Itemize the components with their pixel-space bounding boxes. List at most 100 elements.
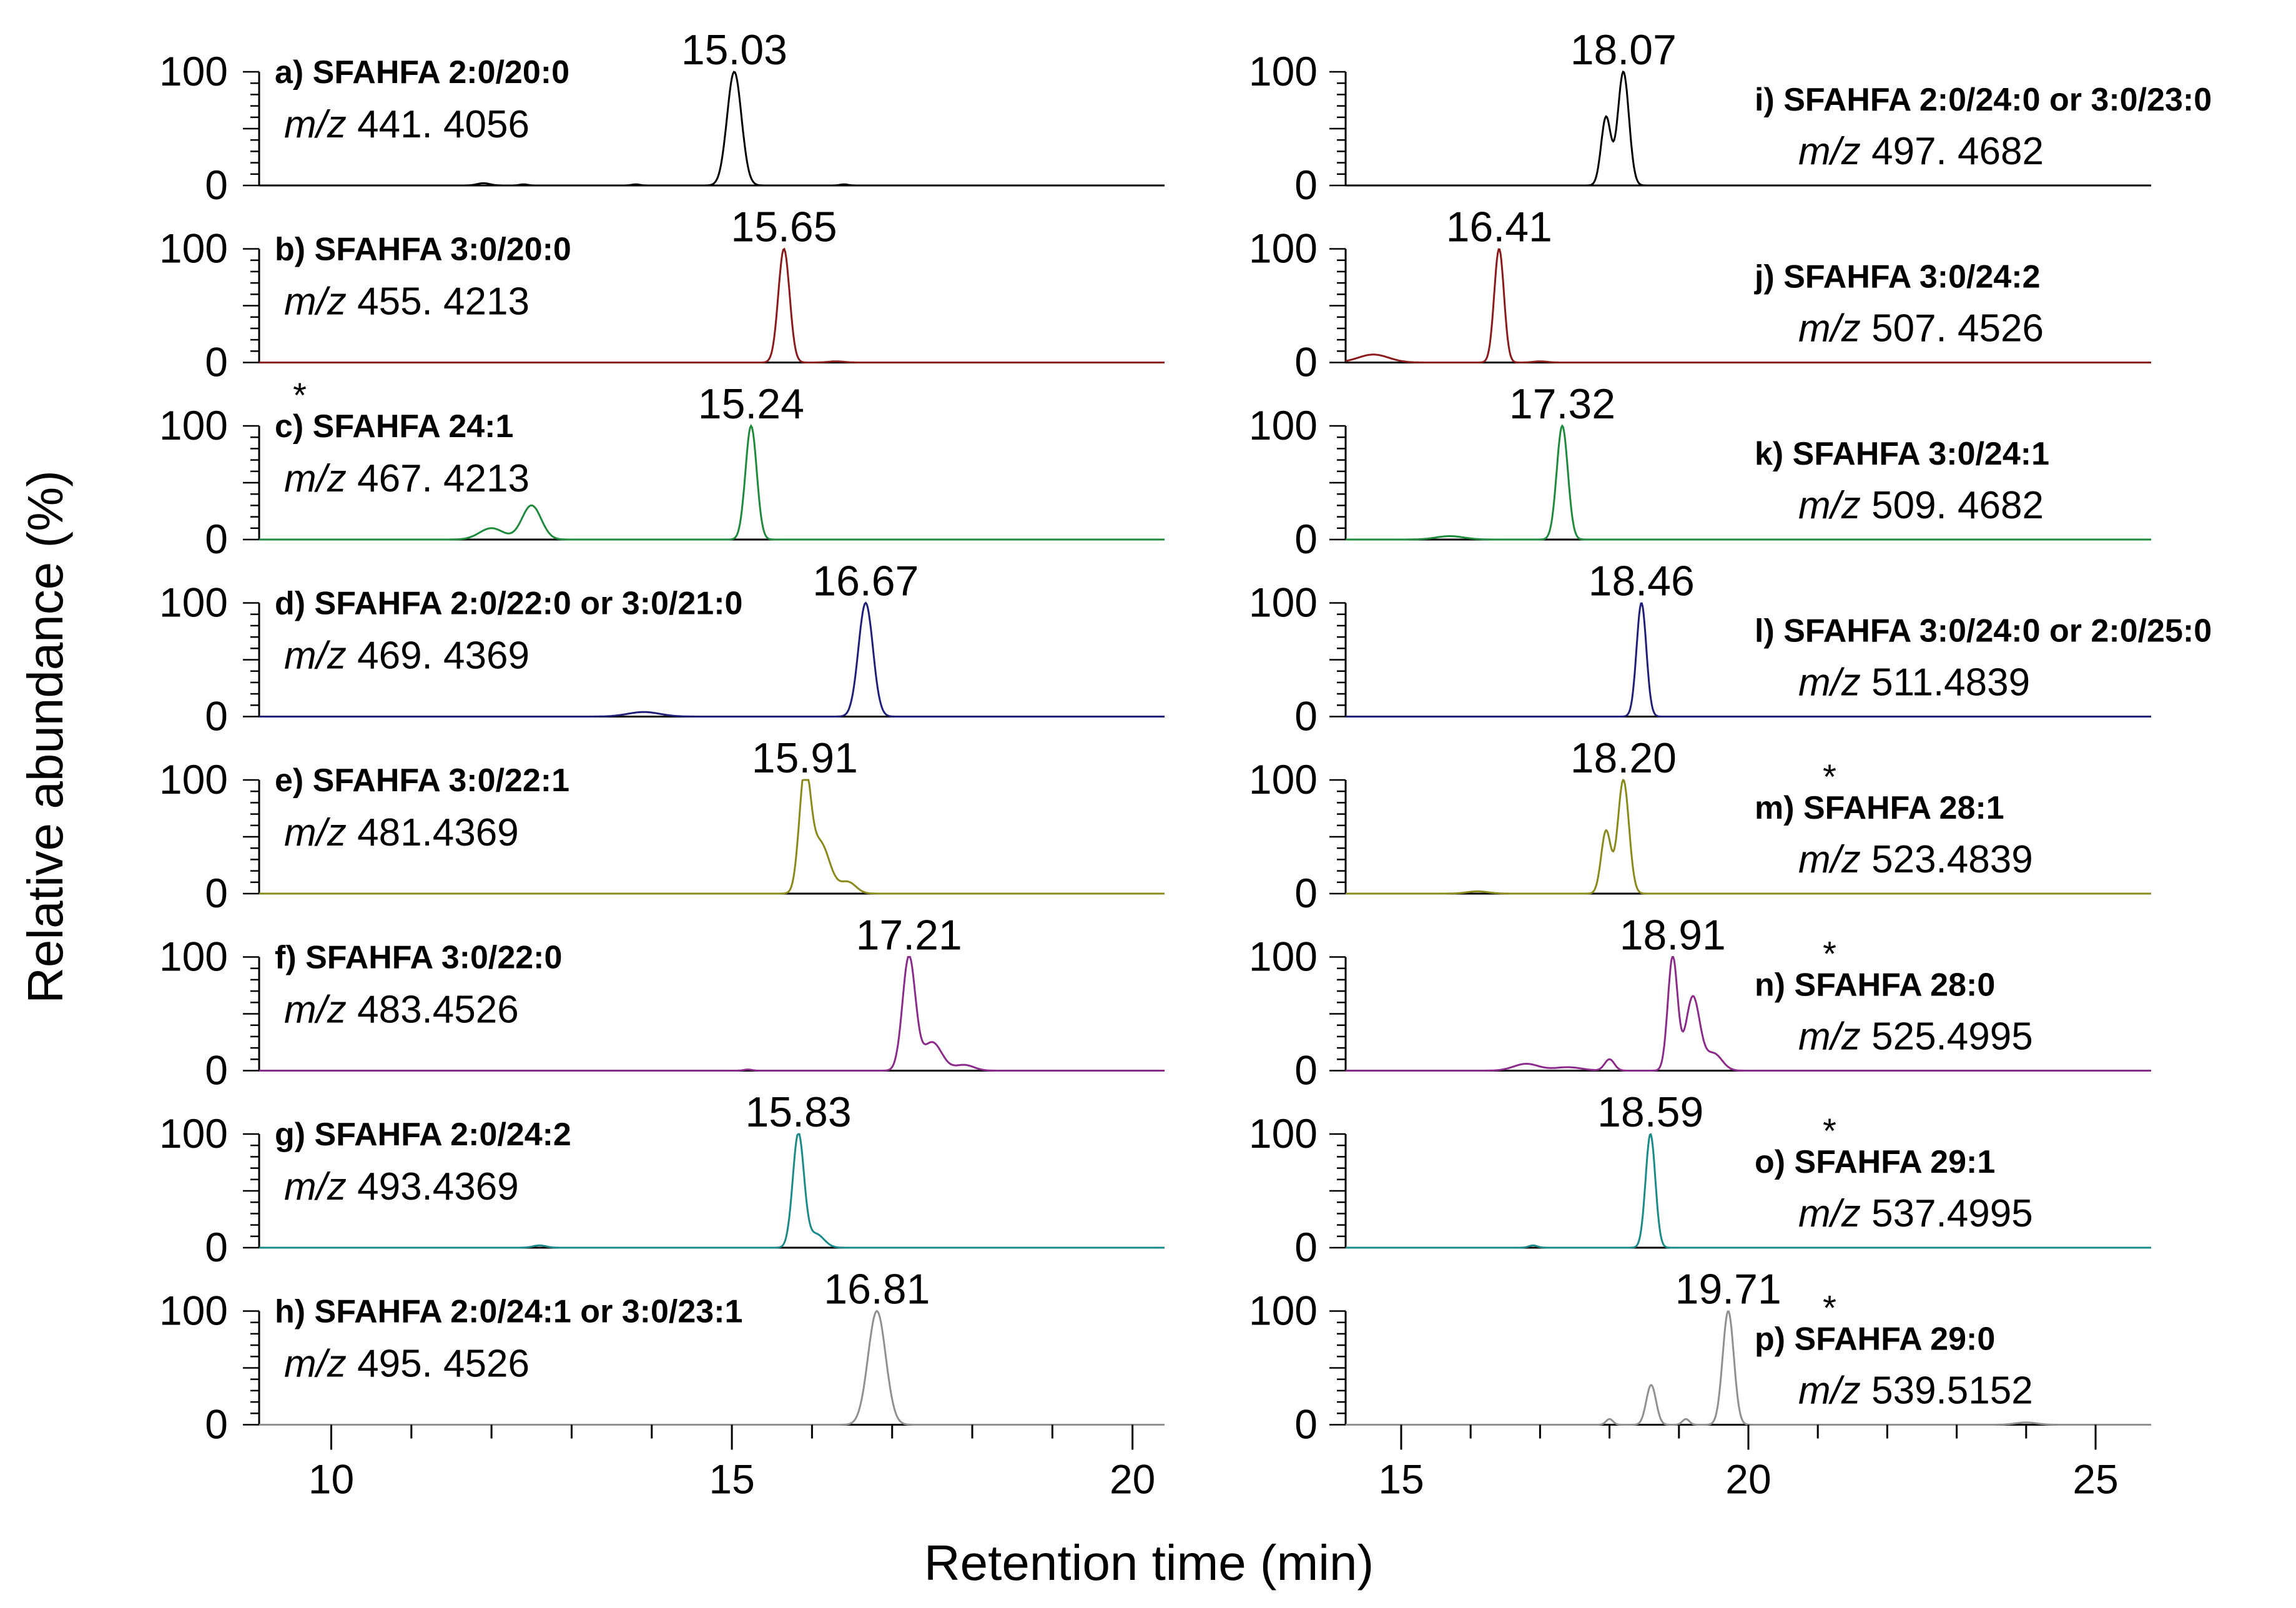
peak-rt-label: 17.21: [856, 912, 962, 959]
compound-name: j) SFAHFA 3:0/24:2: [1754, 259, 2041, 295]
mz-number: 523.4839: [1861, 838, 2033, 881]
mz-prefix: m/z: [284, 1165, 347, 1208]
trace-a: [259, 71, 1165, 187]
mz-number: 467. 4213: [347, 457, 530, 500]
trace-g: [259, 1133, 1165, 1249]
panel-h: 100 0 16.81 h) SFAHFA 2:0/24:1 or 3:0/23:1 m…: [159, 1266, 1165, 1502]
panel-l: 100 0 18.46 l) SFAHFA 3:0/24:0 or 2:0/25:0 m…: [1249, 558, 2212, 739]
mz-number: 495. 4526: [347, 1343, 530, 1386]
compound-name: b) SFAHFA 3:0/20:0: [275, 232, 571, 268]
y-tick-label-100: 100: [1249, 1288, 1318, 1334]
y-tick-label-100: 100: [1249, 225, 1318, 272]
trace-j: [1345, 248, 2151, 363]
trace-h: [259, 1310, 1165, 1426]
trace-b: [259, 247, 1165, 363]
y-tick-label-0: 0: [205, 870, 228, 916]
y-tick-label-100: 100: [1249, 934, 1318, 980]
peak-rt-label: 18.07: [1570, 26, 1677, 74]
x-tick-label: 20: [1110, 1456, 1155, 1502]
panel-k: 100 0 17.32 k) SFAHFA 3:0/24:1 m/z 509. 4682: [1249, 380, 2151, 562]
compound-name: i) SFAHFA 2:0/24:0 or 3:0/23:0: [1755, 82, 2212, 118]
mz-number: 539.5152: [1861, 1369, 2033, 1413]
compound-name: m) SFAHFA 28:1: [1755, 790, 2004, 826]
trace-d: [259, 601, 1165, 718]
mz-value: m/z 511.4839: [1798, 661, 2030, 704]
mz-prefix: m/z: [1798, 1192, 1861, 1235]
mz-number: 441. 4056: [347, 103, 530, 146]
mz-value: m/z 525.4995: [1798, 1015, 2033, 1058]
y-tick-label-0: 0: [205, 1401, 228, 1448]
panel-e: 100 0 15.91 e) SFAHFA 3:0/22:1 m/z 481.4369: [159, 734, 1165, 916]
trace-l: [1346, 602, 2151, 718]
asterisk-marker: *: [293, 375, 307, 415]
compound-name: p) SFAHFA 29:0: [1755, 1321, 1995, 1358]
trace-k: [1346, 424, 2151, 541]
mz-prefix: m/z: [284, 103, 347, 146]
compound-name: c) SFAHFA 24:1: [275, 408, 513, 445]
mz-prefix: m/z: [1798, 661, 1861, 704]
asterisk-marker: *: [1823, 1288, 1836, 1328]
y-tick-label-0: 0: [205, 1224, 228, 1270]
mz-number: 507. 4526: [1861, 307, 2044, 350]
x-tick-label: 25: [2072, 1456, 2118, 1502]
y-tick-label-100: 100: [159, 48, 228, 94]
mz-prefix: m/z: [1798, 838, 1861, 881]
y-tick-label-100: 100: [159, 934, 228, 980]
compound-name: e) SFAHFA 3:0/22:1: [275, 762, 569, 799]
y-tick-label-0: 0: [205, 162, 228, 208]
trace-e: [259, 779, 1165, 895]
mz-prefix: m/z: [284, 457, 347, 500]
peak-rt-label: 15.83: [745, 1088, 851, 1136]
y-tick-label-0: 0: [205, 339, 228, 385]
trace-i: [1346, 70, 2151, 187]
mz-prefix: m/z: [1798, 484, 1861, 527]
y-tick-label-0: 0: [1294, 339, 1318, 385]
mz-prefix: m/z: [284, 1343, 347, 1386]
panel-a: 100 0 15.03 a) SFAHFA 2:0/20:0 m/z 441. 4056: [159, 26, 1165, 208]
compound-name: l) SFAHFA 3:0/24:0 or 2:0/25:0: [1755, 613, 2212, 649]
mz-prefix: m/z: [1798, 130, 1861, 173]
mz-value: m/z 507. 4526: [1798, 307, 2044, 350]
y-tick-label-0: 0: [1294, 1401, 1318, 1448]
peak-rt-label: 16.67: [812, 558, 919, 605]
trace-f: [259, 956, 1165, 1072]
panel-f: 100 0 17.21 f) SFAHFA 3:0/22:0 m/z 483.4526: [159, 912, 1165, 1093]
panel-o: 100 0 18.59 o) SFAHFA 29:1* m/z 537.4995: [1249, 1088, 2151, 1270]
peak-rt-label: 15.03: [681, 26, 787, 74]
panel-i: 100 0 18.07 i) SFAHFA 2:0/24:0 or 3:0/23:0 m…: [1249, 26, 2212, 208]
y-tick-label-0: 0: [1294, 162, 1318, 208]
y-tick-label-0: 0: [205, 516, 228, 562]
mz-value: m/z 523.4839: [1798, 838, 2033, 881]
y-tick-label-100: 100: [159, 1110, 228, 1157]
panel-n: 100 0 18.91 n) SFAHFA 28:0* m/z 525.4995: [1249, 912, 2151, 1093]
compound-name: h) SFAHFA 2:0/24:1 or 3:0/23:1: [275, 1294, 742, 1330]
mz-value: m/z 537.4995: [1798, 1192, 2033, 1235]
y-tick-label-100: 100: [159, 402, 228, 448]
peak-rt-label: 18.46: [1589, 558, 1695, 605]
mz-number: 483.4526: [347, 989, 519, 1032]
y-axis-title: Relative abundance (%): [17, 470, 73, 1004]
mz-value: m/z 441. 4056: [284, 103, 530, 146]
x-tick-label: 10: [308, 1456, 354, 1502]
panel-j: 100 0 16.41 j) SFAHFA 3:0/24:2 m/z 507. 4526: [1249, 204, 2151, 385]
y-tick-label-0: 0: [205, 1047, 228, 1093]
panel-c: 100 0 15.24 c) SFAHFA 24:1* m/z 467. 4213: [159, 375, 1165, 562]
peak-rt-label: 15.65: [731, 204, 837, 251]
y-tick-label-100: 100: [1249, 48, 1318, 94]
peak-rt-label: 18.20: [1570, 734, 1677, 782]
y-tick-label-0: 0: [1294, 870, 1318, 916]
y-tick-label-100: 100: [159, 756, 228, 802]
mz-prefix: m/z: [284, 634, 347, 678]
y-tick-label-0: 0: [1294, 693, 1318, 739]
panel-p: 100 0 19.71 p) SFAHFA 29:0* m/z 539.5152 15 20…: [1249, 1266, 2151, 1502]
mz-number: 537.4995: [1861, 1192, 2033, 1235]
compound-name: o) SFAHFA 29:1: [1755, 1144, 1995, 1180]
asterisk-marker: *: [1823, 1111, 1836, 1150]
mz-value: m/z 509. 4682: [1798, 484, 2044, 527]
peak-rt-label: 17.32: [1509, 380, 1615, 428]
mz-number: 509. 4682: [1861, 484, 2044, 527]
mz-prefix: m/z: [284, 989, 347, 1032]
mz-value: m/z 481.4369: [284, 811, 519, 854]
peak-rt-label: 15.24: [698, 380, 804, 428]
